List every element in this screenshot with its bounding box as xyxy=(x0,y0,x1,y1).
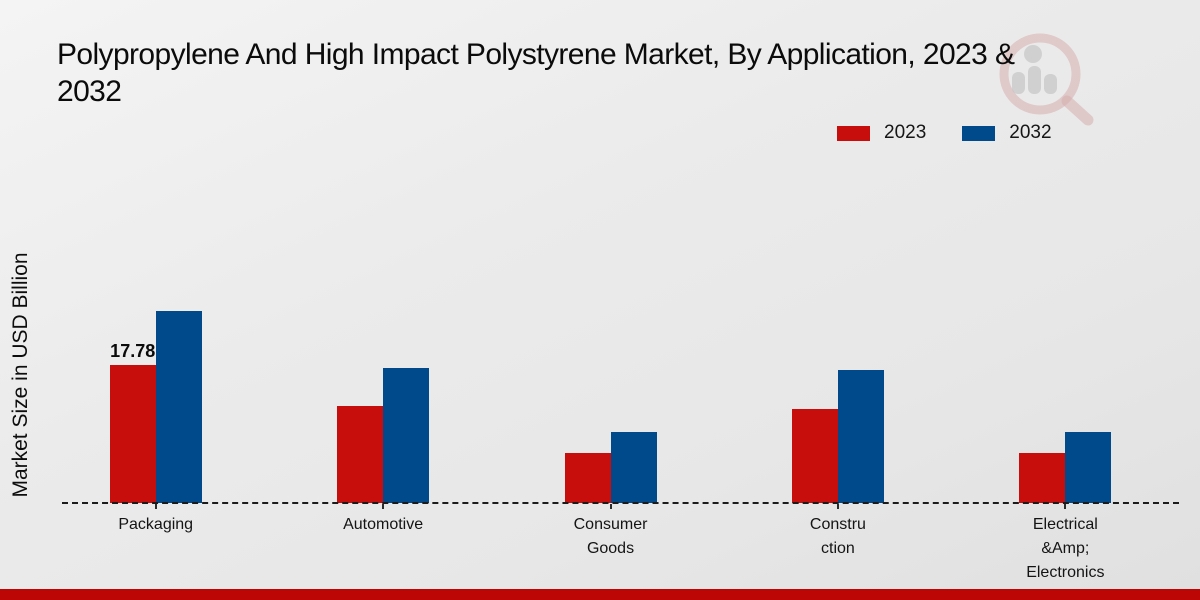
x-axis-tick xyxy=(382,504,385,509)
bar-pair xyxy=(564,432,657,503)
legend: 2023 2032 xyxy=(837,122,1052,144)
legend-label-2023: 2023 xyxy=(884,122,927,143)
bar-group: Electrical &Amp; Electronics xyxy=(952,250,1179,581)
bar-2032-packaging xyxy=(155,311,202,503)
chart-title: Polypropylene And High Impact Polystyren… xyxy=(57,36,1015,110)
bar-2032-construction xyxy=(837,370,884,503)
x-axis-tick xyxy=(1064,504,1067,509)
x-axis-category-label-line: Packaging xyxy=(118,516,194,533)
bar-2032-electrical-amp-electronics xyxy=(1065,432,1112,503)
bar-2023-automotive xyxy=(337,406,384,503)
bar-value-label: 17.78 xyxy=(110,341,156,361)
bar-2023-consumer-goods xyxy=(564,453,611,503)
legend-item-2032: 2032 xyxy=(962,122,1052,144)
chart-title-line2: 2032 xyxy=(57,75,122,108)
x-axis-tick xyxy=(609,504,612,509)
x-axis-category-label-line: ction xyxy=(821,540,855,557)
x-axis-category-label-line: &Amp; xyxy=(1041,540,1090,557)
x-axis-category-label: Automotive xyxy=(269,513,496,537)
bar-group: Consumer Goods xyxy=(497,250,724,557)
legend-item-2023: 2023 xyxy=(837,122,926,144)
bottom-accent-strip xyxy=(0,589,1200,600)
legend-swatch-2023 xyxy=(837,125,870,141)
x-axis-category-label-line: Automotive xyxy=(343,516,424,533)
bar-2023-construction xyxy=(791,409,838,503)
x-axis-tick xyxy=(154,504,157,509)
legend-label-2032: 2032 xyxy=(1009,122,1052,143)
x-axis-category-label-line: Constru xyxy=(809,516,866,533)
plot-area: 17.78 Packaging Automotive Consumer Goods Con… xyxy=(42,250,1179,581)
bar-group: Automotive xyxy=(269,250,496,533)
x-axis-category-label-line: Electrical xyxy=(1032,516,1098,533)
x-axis-category-label-line: Electronics xyxy=(1026,564,1105,581)
bar-groups-container: 17.78 Packaging Automotive Consumer Goods Con… xyxy=(42,250,1179,581)
y-axis-title: Market Size in USD Billion xyxy=(9,252,32,498)
bar-2023-packaging: 17.78 xyxy=(109,341,156,503)
x-axis-baseline xyxy=(62,502,1179,504)
bar-pair: 17.78 xyxy=(109,311,202,503)
bar-pair xyxy=(337,368,430,503)
x-axis-tick xyxy=(836,504,839,509)
bar-2032-automotive xyxy=(383,368,430,503)
bar-group: 17.78 Packaging xyxy=(42,250,269,533)
x-axis-category-label-line: Consumer xyxy=(573,516,648,533)
x-axis-category-label: Constru ction xyxy=(724,513,951,561)
market-research-watermark-logo xyxy=(999,33,1094,126)
legend-swatch-2032 xyxy=(962,125,996,141)
x-axis-category-label-line: Goods xyxy=(586,540,635,557)
x-axis-category-label: Packaging xyxy=(42,513,269,537)
bar-pair xyxy=(1019,432,1112,503)
bar-pair xyxy=(791,370,884,503)
x-axis-category-label: Electrical &Amp; Electronics xyxy=(952,513,1179,585)
bar-2023-electrical-amp-electronics xyxy=(1019,453,1066,503)
bar-group: Constru ction xyxy=(724,250,951,557)
bar-2032-consumer-goods xyxy=(610,432,657,503)
x-axis-category-label: Consumer Goods xyxy=(497,513,724,561)
chart-title-line1: Polypropylene And High Impact Polystyren… xyxy=(57,38,1015,71)
